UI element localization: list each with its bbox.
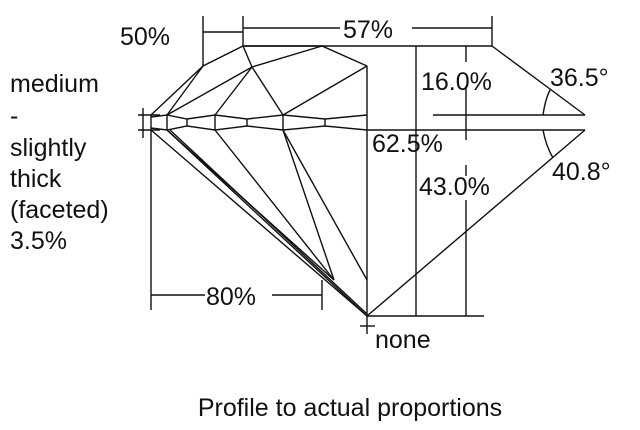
girdle-label-line: thick: [10, 165, 62, 193]
table-label: 57%: [343, 16, 393, 44]
total-depth-label: 62.5%: [372, 130, 443, 158]
star-length-label: 50%: [120, 23, 170, 51]
pavilion-depth-label: 43.0%: [419, 173, 490, 201]
girdle-label-line: (faceted): [10, 196, 109, 224]
girdle-label-line: 3.5%: [10, 227, 67, 255]
girdle-label-line: medium: [10, 70, 99, 98]
crown-angle-label: 36.5°: [550, 64, 609, 92]
girdle-label: medium - slightly thick (faceted) 3.5%: [10, 70, 109, 255]
caption: Profile to actual proportions: [198, 394, 502, 422]
crown-height-label: 16.0%: [421, 68, 492, 96]
pavilion-angle-label: 40.8°: [552, 158, 611, 186]
culet-label: none: [375, 326, 431, 354]
girdle-label-line: slightly: [10, 134, 87, 162]
lower-half-length-label: 80%: [206, 283, 256, 311]
girdle-label-line: -: [10, 102, 18, 130]
diamond-profile: [150, 45, 492, 317]
dimension-lines: [138, 16, 586, 334]
